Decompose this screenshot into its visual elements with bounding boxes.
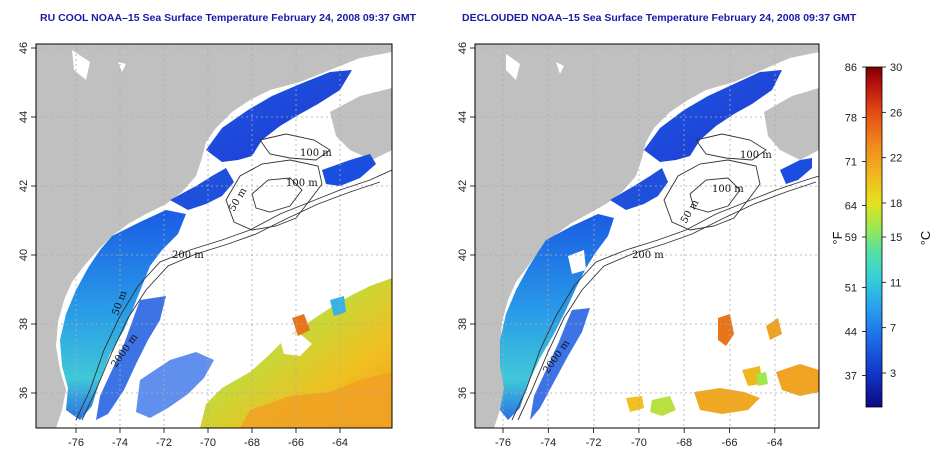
fahrenheit-unit-label: °F (830, 231, 845, 244)
longitude-ticks: -76 -74 -72 -70 -68 -66 -64 (68, 428, 348, 449)
latitude-tick-label: 42 (18, 180, 30, 192)
fahrenheit-scale: 86 78 71 64 59 51 44 37 (845, 62, 866, 383)
colorbar: 86 78 71 64 59 51 44 37 30 26 22 18 15 11 7 3 °F °C (830, 62, 933, 408)
contour-label: 100 m (740, 150, 772, 161)
longitude-tick-label: -70 (200, 437, 216, 449)
longitude-ticks: -76 -74 -72 -70 -68 -66 -64 (495, 428, 783, 449)
celsius-scale: 30 26 22 18 15 11 7 3 (882, 62, 902, 380)
right-panel-title: DECLOUDED NOAA–15 Sea Surface Temperatur… (462, 12, 857, 24)
longitude-tick-label: -72 (156, 437, 172, 449)
left-panel-title: RU COOL NOAA–15 Sea Surface Temperature … (40, 12, 417, 24)
latitude-tick-label: 44 (457, 111, 469, 123)
contour-label: 200 m (632, 250, 664, 261)
latitude-tick-label: 38 (18, 318, 30, 330)
longitude-tick-label: -70 (631, 437, 647, 449)
contour-label: 100 m (712, 184, 744, 195)
longitude-tick-label: -66 (288, 437, 304, 449)
latitude-tick-label: 36 (457, 387, 469, 399)
latitude-tick-label: 46 (457, 42, 469, 54)
latitude-ticks: 46 44 42 40 38 36 (18, 42, 36, 399)
celsius-tick-label: 26 (890, 107, 902, 119)
fahrenheit-tick-label: 64 (845, 201, 857, 213)
contour-label: 200 m (172, 250, 204, 261)
contour-label: 100 m (300, 148, 332, 159)
latitude-tick-label: 36 (18, 387, 30, 399)
longitude-tick-label: -74 (540, 437, 556, 449)
fahrenheit-tick-label: 78 (845, 112, 857, 124)
latitude-tick-label: 42 (457, 180, 469, 192)
sst-raw-map: 100 m 50 m 100 m 200 m 50 m 2000 m (36, 44, 392, 428)
land-mass (36, 44, 392, 428)
longitude-tick-label: -64 (767, 437, 783, 449)
fahrenheit-tick-label: 37 (845, 371, 857, 383)
sst-declouded-map: 100 m 100 m 50 m 200 m 2000 m (475, 44, 819, 428)
latitude-tick-label: 38 (457, 318, 469, 330)
fahrenheit-tick-label: 44 (845, 326, 857, 338)
celsius-tick-label: 7 (890, 323, 896, 335)
latitude-tick-label: 44 (18, 111, 30, 123)
fahrenheit-tick-label: 51 (845, 282, 857, 294)
map-frame (474, 43, 820, 429)
longitude-tick-label: -66 (722, 437, 738, 449)
celsius-tick-label: 18 (890, 198, 902, 210)
celsius-tick-label: 11 (890, 277, 901, 289)
fahrenheit-tick-label: 71 (845, 156, 857, 168)
shelf-sst (644, 70, 782, 162)
longitude-tick-label: -76 (495, 437, 511, 449)
celsius-tick-label: 22 (890, 153, 902, 165)
warm-eddy (718, 314, 734, 346)
longitude-tick-label: -76 (68, 437, 84, 449)
contour-label: 100 m (286, 178, 318, 189)
celsius-tick-label: 15 (890, 232, 902, 244)
celsius-tick-label: 30 (890, 62, 902, 74)
map-frame (35, 43, 393, 429)
coastal-sst (60, 210, 186, 420)
latitude-tick-label: 40 (18, 249, 30, 261)
longitude-tick-label: -64 (332, 437, 348, 449)
latitude-ticks: 46 44 42 40 38 36 (457, 42, 475, 399)
longitude-tick-label: -74 (112, 437, 128, 449)
longitude-tick-label: -68 (676, 437, 692, 449)
latitude-tick-label: 46 (18, 42, 30, 54)
shelf-sst (206, 70, 352, 162)
fahrenheit-tick-label: 86 (845, 62, 857, 74)
colorbar-gradient (865, 66, 883, 408)
left-panel: RU COOL NOAA–15 Sea Surface Temperature … (18, 12, 417, 449)
celsius-unit-label: °C (918, 231, 933, 246)
right-panel: DECLOUDED NOAA–15 Sea Surface Temperatur… (457, 12, 857, 449)
longitude-tick-label: -72 (586, 437, 602, 449)
latitude-tick-label: 40 (457, 249, 469, 261)
celsius-tick-label: 3 (890, 368, 896, 380)
longitude-tick-label: -68 (244, 437, 260, 449)
fahrenheit-tick-label: 59 (845, 232, 857, 244)
land-mass (475, 44, 819, 428)
